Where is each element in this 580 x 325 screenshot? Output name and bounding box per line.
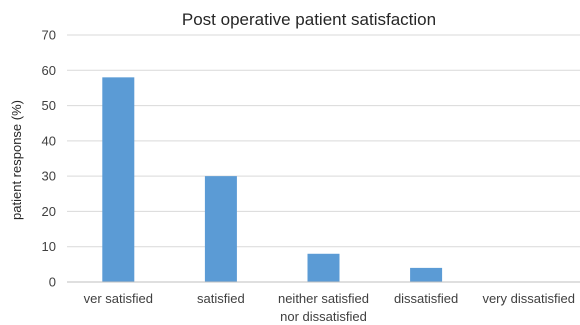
x-axis-categories: ver satisfied satisfied neither satisfied n…	[84, 291, 575, 324]
x-category-label: neither satisfied	[278, 291, 369, 306]
x-category-label: nor dissatisfied	[280, 309, 367, 324]
x-category-label: dissatisfied	[394, 291, 458, 306]
bars	[102, 77, 443, 282]
chart-title: Post operative patient satisfaction	[182, 10, 436, 29]
bar	[102, 77, 135, 282]
y-axis-label: patient response (%)	[9, 100, 24, 220]
y-tick-label: 20	[42, 204, 56, 219]
y-axis-ticks: 0 10 20 30 40 50 60 70	[42, 28, 56, 290]
x-category-label: satisfied	[197, 291, 245, 306]
x-category-label: ver satisfied	[84, 291, 153, 306]
y-tick-label: 10	[42, 239, 56, 254]
y-tick-label: 0	[49, 275, 56, 290]
x-category-label: very dissatisfied	[482, 291, 574, 306]
y-tick-label: 30	[42, 169, 56, 184]
y-tick-label: 50	[42, 98, 56, 113]
gridlines	[67, 34, 580, 248]
bar	[307, 253, 340, 282]
y-tick-label: 70	[42, 28, 56, 43]
bar	[204, 176, 237, 282]
y-tick-label: 60	[42, 63, 56, 78]
bar	[410, 267, 443, 282]
y-tick-label: 40	[42, 133, 56, 148]
